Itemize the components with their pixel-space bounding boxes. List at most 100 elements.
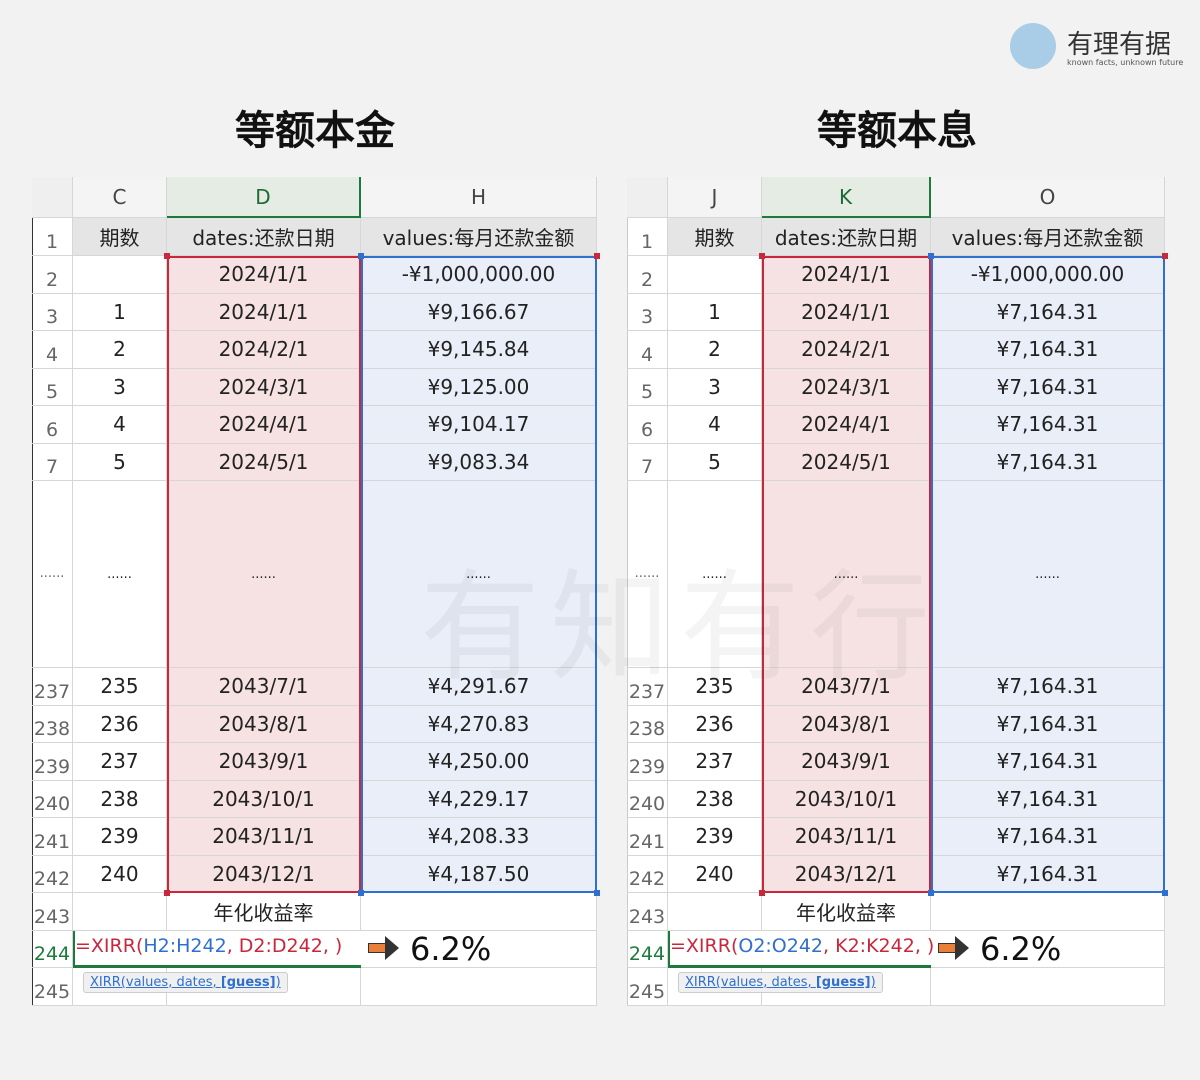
column-header: J [668, 177, 762, 218]
selection-handle [759, 890, 765, 896]
cell: ¥9,083.34 [361, 443, 597, 481]
tooltip-part: XIRR( [685, 975, 721, 990]
cell: ¥9,125.00 [361, 368, 597, 406]
cell [361, 968, 597, 1006]
row-number: 7 [32, 443, 73, 481]
row-number: 244 [627, 930, 668, 968]
corner-cell [627, 177, 668, 218]
cell: 235 [73, 668, 167, 706]
cell: 2024/5/1 [167, 443, 361, 481]
cell: 4 [73, 406, 167, 444]
selection-handle [358, 253, 364, 259]
panel-title: 等额本金 [235, 108, 395, 154]
selection-handle [928, 890, 934, 896]
tooltip-part: values [720, 975, 764, 990]
tooltip-part: , [168, 975, 177, 990]
cell [931, 893, 1165, 931]
tooltip-part: ) [275, 975, 281, 990]
cell: ¥7,164.31 [931, 818, 1165, 856]
cell [361, 930, 597, 968]
row-number: 2 [32, 256, 73, 294]
formula-part: , [226, 934, 239, 957]
row-number: 2 [627, 256, 668, 294]
formula-cell-border [668, 930, 931, 968]
cell: 239 [73, 818, 167, 856]
cell: 2043/12/1 [762, 855, 931, 893]
cell: ...... [361, 481, 597, 668]
tooltip-part: , [212, 975, 221, 990]
row-number: 3 [32, 293, 73, 331]
tooltip-part: values [125, 975, 169, 990]
cell: 236 [73, 705, 167, 743]
row-number: 245 [627, 968, 668, 1006]
row-number: 243 [32, 893, 73, 931]
summary-label: 年化收益率 [167, 893, 361, 931]
selection-handle [164, 890, 170, 896]
cell: 2024/5/1 [762, 443, 931, 481]
cell: 5 [668, 443, 762, 481]
row-number: 4 [32, 331, 73, 369]
cell: 2024/1/1 [167, 293, 361, 331]
cell: 4 [668, 406, 762, 444]
cell: ¥4,270.83 [361, 705, 597, 743]
formula: =XIRR(O2:O242, K2:K242, ) [670, 935, 934, 957]
column-header: H [361, 177, 597, 218]
cell: ¥7,164.31 [931, 368, 1165, 406]
cell: ¥7,164.31 [931, 331, 1165, 369]
cell: ¥7,164.31 [931, 668, 1165, 706]
formula-part: =XIRR( [670, 934, 739, 957]
row-number: 5 [627, 368, 668, 406]
cell: ...... [167, 481, 361, 668]
row-number: ...... [32, 481, 73, 668]
selection-handle [594, 890, 600, 896]
values-selection [931, 256, 1165, 893]
row-number: 238 [627, 705, 668, 743]
row-number: 245 [32, 968, 73, 1006]
result: 6.2% [980, 929, 1062, 968]
cell: 2 [73, 331, 167, 369]
cell: -¥1,000,000.00 [931, 256, 1165, 294]
cell [931, 930, 1165, 968]
cell: 3 [668, 368, 762, 406]
cell [668, 893, 762, 931]
formula-part: H2:H242 [143, 934, 227, 957]
row-number: 7 [627, 443, 668, 481]
cell [361, 893, 597, 931]
tooltip-part: dates [176, 975, 213, 990]
cell: 238 [73, 780, 167, 818]
cell: ¥4,208.33 [361, 818, 597, 856]
function-tooltip: XIRR(values, dates, [guess]) [83, 972, 288, 993]
selection-handle [358, 890, 364, 896]
cell [931, 968, 1165, 1006]
cell: 240 [73, 855, 167, 893]
cell: 239 [668, 818, 762, 856]
arrow [368, 942, 386, 953]
cell: ¥7,164.31 [931, 406, 1165, 444]
cell: -¥1,000,000.00 [361, 256, 597, 294]
header-cell: dates:还款日期 [167, 218, 361, 256]
cell: 2043/11/1 [167, 818, 361, 856]
row-number: 240 [32, 780, 73, 818]
row-number: 6 [627, 406, 668, 444]
cell: ¥9,104.17 [361, 406, 597, 444]
cell: ¥7,164.31 [931, 743, 1165, 781]
cell: 2043/7/1 [167, 668, 361, 706]
values-selection [361, 256, 597, 893]
cell: ¥7,164.31 [931, 293, 1165, 331]
selection-handle [594, 253, 600, 259]
tooltip-part: dates [771, 975, 808, 990]
cell: ¥7,164.31 [931, 443, 1165, 481]
cell: 2043/7/1 [762, 668, 931, 706]
row-number: 243 [627, 893, 668, 931]
formula-part: , [823, 934, 836, 957]
header-cell: 期数 [668, 218, 762, 256]
dates-selection [762, 256, 931, 893]
formula: =XIRR(H2:H242, D2:D242, ) [75, 935, 342, 957]
row-number: 241 [32, 818, 73, 856]
selection-handle [928, 253, 934, 259]
function-tooltip: XIRR(values, dates, [guess]) [678, 972, 883, 993]
column-header: K [762, 177, 931, 218]
panel-title: 等额本息 [817, 108, 977, 154]
dates-selection [167, 256, 361, 893]
row-number: 238 [32, 705, 73, 743]
